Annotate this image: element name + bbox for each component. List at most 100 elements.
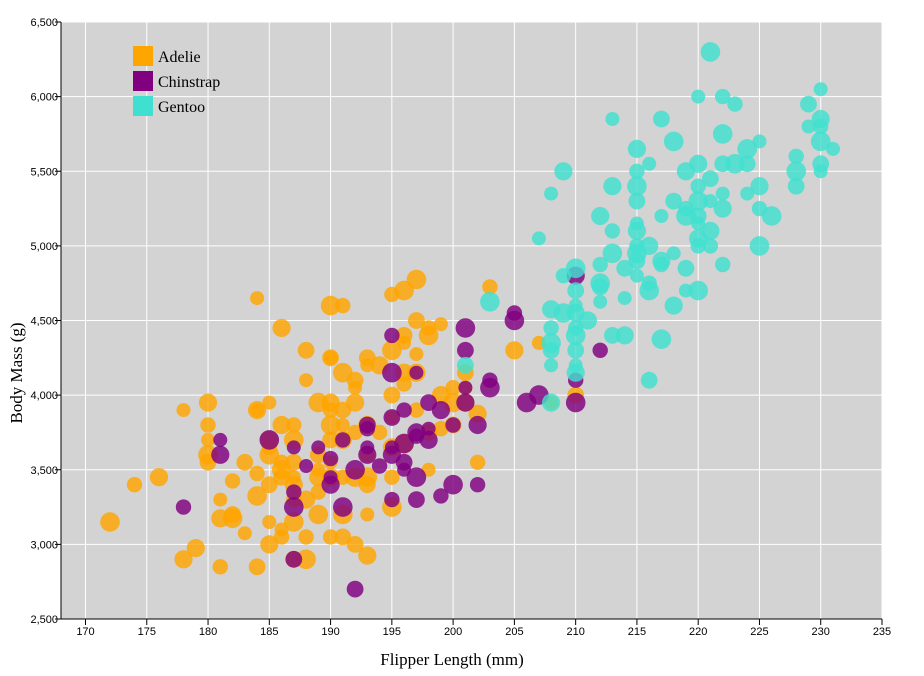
x-axis-label: Flipper Length (mm)	[380, 650, 524, 669]
data-point	[642, 156, 657, 171]
data-point	[566, 363, 585, 382]
data-point	[299, 459, 314, 473]
data-point	[663, 131, 684, 152]
data-point	[702, 238, 719, 254]
data-point	[690, 178, 706, 194]
data-point	[334, 528, 352, 546]
data-point	[433, 317, 448, 332]
data-point	[248, 401, 267, 420]
data-point	[310, 484, 326, 500]
data-point	[813, 82, 828, 97]
data-points	[100, 42, 840, 598]
data-point	[813, 118, 829, 135]
data-point	[691, 216, 706, 231]
data-point	[469, 477, 486, 493]
data-point	[286, 417, 302, 433]
data-point	[296, 549, 316, 570]
data-point	[443, 474, 463, 495]
data-point	[397, 335, 412, 350]
series-gentoo	[457, 42, 840, 412]
data-point	[359, 421, 375, 437]
data-point	[567, 282, 585, 299]
data-point	[100, 512, 120, 532]
data-point	[750, 177, 769, 196]
data-point	[360, 507, 375, 522]
data-point	[788, 148, 804, 164]
data-point	[408, 402, 425, 418]
data-point	[543, 320, 559, 336]
data-point	[592, 256, 608, 273]
data-point	[725, 154, 745, 174]
data-point	[237, 526, 252, 541]
x-tick-label: 210	[566, 626, 584, 638]
data-point	[298, 529, 314, 545]
x-tick-label: 225	[750, 626, 768, 638]
data-point	[198, 393, 218, 412]
data-point	[409, 347, 424, 362]
data-point	[382, 340, 402, 361]
data-point	[629, 163, 645, 179]
data-point	[433, 488, 449, 504]
data-point	[126, 477, 143, 493]
data-point	[738, 155, 756, 173]
data-point	[810, 131, 831, 152]
data-point	[591, 206, 610, 226]
data-point	[565, 258, 586, 279]
data-point	[201, 432, 215, 447]
data-point	[604, 223, 621, 239]
legend-item-gentoo: Gentoo	[133, 96, 205, 116]
data-point	[262, 515, 277, 529]
x-tick-label: 235	[873, 626, 891, 638]
data-point	[176, 403, 191, 418]
data-point	[457, 356, 474, 374]
y-tick-label: 3,500	[30, 465, 58, 477]
data-point	[250, 291, 265, 306]
data-point	[565, 325, 586, 346]
data-point	[174, 550, 193, 569]
legend-item-adelie: Adelie	[133, 46, 201, 66]
data-point	[348, 380, 363, 395]
legend-label: Gentoo	[158, 99, 205, 116]
data-point	[504, 310, 525, 331]
data-point	[689, 154, 708, 173]
x-tick-label: 230	[812, 626, 830, 638]
data-point	[565, 392, 586, 413]
data-point	[677, 259, 695, 277]
data-point	[335, 432, 351, 448]
data-point	[554, 162, 573, 181]
data-point	[665, 192, 683, 210]
legend-label: Chinstrap	[158, 74, 220, 91]
data-point	[260, 476, 278, 494]
data-point	[800, 95, 817, 113]
data-point	[323, 350, 338, 365]
data-point	[408, 312, 425, 329]
data-point	[591, 278, 609, 296]
data-point	[419, 430, 438, 449]
data-point	[457, 341, 474, 359]
data-point	[715, 186, 730, 201]
x-tick-label: 190	[321, 626, 339, 638]
data-point	[654, 209, 669, 223]
data-point	[737, 139, 757, 159]
data-point	[236, 453, 254, 471]
data-point	[286, 484, 302, 500]
data-point	[358, 476, 376, 494]
data-point	[627, 176, 647, 196]
x-tick-label: 180	[199, 626, 217, 638]
data-point	[455, 318, 476, 338]
data-point	[458, 380, 473, 395]
data-point	[749, 236, 770, 256]
data-point	[249, 465, 265, 482]
data-point	[480, 377, 500, 398]
data-point	[605, 112, 620, 126]
data-point	[384, 327, 400, 344]
data-point	[628, 252, 646, 270]
y-tick-label: 5,000	[30, 241, 58, 253]
x-tick-label: 205	[505, 626, 523, 638]
data-point	[627, 139, 647, 158]
data-point	[688, 191, 708, 211]
legend-label: Adelie	[158, 49, 201, 66]
x-axis: 170 175 180 185 190 195 200 205 210 215 220 225 230 2…	[61, 618, 891, 638]
data-point	[653, 110, 670, 128]
